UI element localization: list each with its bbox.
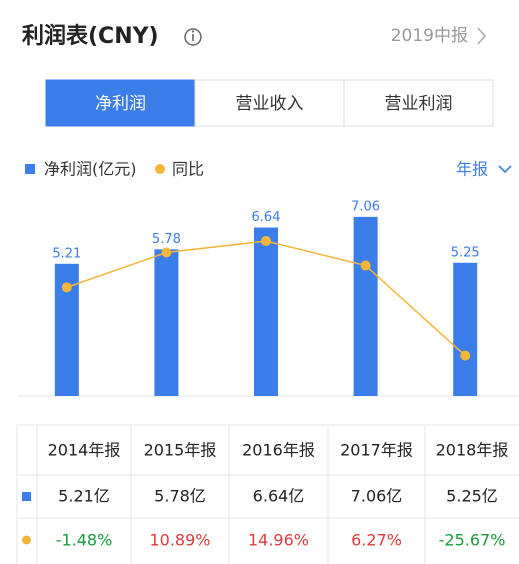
info-stem — [192, 34, 194, 41]
yoy-point — [161, 247, 172, 258]
row-marker — [22, 535, 31, 545]
table-change: 6.27% — [351, 531, 402, 550]
table-value: 7.06亿 — [351, 487, 403, 506]
table-header: 2017年报 — [340, 441, 413, 460]
legend-swatch — [155, 164, 165, 174]
table-value: 5.21亿 — [58, 487, 110, 506]
period-selector[interactable]: 年报 — [456, 160, 488, 179]
info-icon[interactable] — [184, 28, 202, 46]
table-change: 10.89% — [149, 531, 210, 550]
yoy-point — [460, 350, 471, 361]
table-header: 2018年报 — [436, 441, 509, 460]
table-header: 2016年报 — [242, 441, 315, 460]
legend-swatch — [25, 164, 35, 174]
table-change: -25.67% — [439, 531, 506, 550]
table-change: -1.48% — [56, 531, 113, 550]
bar-value-label: 7.06 — [351, 199, 380, 214]
bar-value-label: 5.21 — [52, 246, 81, 261]
plot: 5.21 5.78 6.64 7.06 5.25 — [52, 199, 480, 396]
bar-value-label: 5.78 — [152, 232, 181, 247]
page-title: 利润表(CNY) — [22, 23, 159, 49]
bar — [254, 227, 278, 396]
table-value: 5.78亿 — [154, 487, 206, 506]
table-header: 2015年报 — [144, 441, 217, 460]
table-value: 5.25亿 — [446, 487, 498, 506]
yoy-point — [360, 260, 371, 271]
bar — [453, 262, 478, 396]
row-marker — [22, 492, 31, 501]
tab[interactable] — [194, 79, 345, 127]
tab[interactable] — [45, 79, 196, 127]
tab-label: 净利润 — [95, 94, 146, 114]
chevron-down — [498, 165, 512, 174]
tab-label: 营业利润 — [385, 94, 453, 114]
legend-label: 同比 — [172, 160, 204, 179]
yoy-point — [261, 236, 271, 247]
bar-value-label: 6.64 — [252, 210, 281, 225]
yoy-point — [61, 282, 72, 293]
data-table: 2014年报 5.21亿 -1.48% 2015年报 5.78亿 10.89% 2016年报… — [16, 424, 519, 564]
table-header: 2014年报 — [48, 441, 121, 460]
legend-label: 净利润(亿元) — [44, 160, 137, 179]
bar — [154, 249, 179, 396]
table-value: 6.64亿 — [253, 487, 305, 506]
tab[interactable] — [343, 79, 494, 127]
info-circle — [184, 28, 202, 46]
tab-label: 营业收入 — [236, 94, 304, 114]
chevron-right — [477, 27, 487, 45]
period-link[interactable]: 2019中报 — [391, 26, 468, 46]
bar — [353, 216, 378, 396]
info-dot — [191, 30, 195, 33]
bar-value-label: 5.25 — [451, 245, 480, 260]
tab-bar: 净利润 营业收入 营业利润 — [45, 79, 494, 127]
table-change: 14.96% — [248, 531, 309, 550]
